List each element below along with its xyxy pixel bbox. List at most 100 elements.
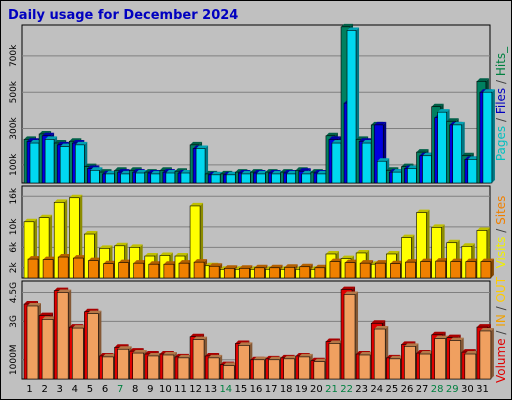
- bar-out: [449, 340, 462, 380]
- bar-hits-top: [341, 23, 354, 27]
- bar-sites-top: [103, 260, 117, 264]
- bar-visits-top: [190, 202, 204, 206]
- bar-volume-top: [476, 324, 491, 328]
- bar-out: [132, 352, 144, 380]
- x-tick-label: 10: [159, 384, 172, 395]
- bar-pages: [150, 173, 161, 184]
- bar-sites-side: [490, 258, 494, 278]
- bar-pages: [59, 146, 70, 184]
- bar-sites: [193, 261, 205, 279]
- bar-pages: [120, 173, 130, 184]
- bar-out-side: [490, 327, 494, 379]
- bar-visits-top: [114, 242, 128, 246]
- bar-sites-top: [299, 263, 313, 267]
- bar-pages: [346, 30, 357, 184]
- bar-pages: [44, 139, 55, 184]
- bar-pages-top: [75, 141, 88, 145]
- bar-out-top: [479, 327, 494, 331]
- x-tick-label: 30: [461, 384, 474, 395]
- y-tick-label: 100k: [9, 153, 19, 176]
- bar-volume-top: [371, 320, 386, 324]
- bar-sites: [420, 261, 431, 279]
- bar-visits-top: [84, 231, 98, 235]
- x-tick-label: 14: [219, 384, 232, 395]
- bar-sites-top: [118, 259, 132, 263]
- bar-volume-top: [190, 333, 205, 337]
- bar-visits-top: [69, 194, 83, 198]
- bar-out-top: [238, 342, 253, 346]
- bar-sites-top: [435, 258, 449, 262]
- y-tick-label: 2k: [9, 262, 19, 274]
- bar-out: [238, 345, 250, 380]
- bar-out: [343, 294, 356, 380]
- bar-pages: [467, 159, 478, 184]
- legend-part: OUT: [494, 276, 508, 302]
- bar-visits-top: [461, 243, 475, 247]
- x-tick-label: 23: [355, 384, 368, 395]
- bar-sites-top: [73, 255, 87, 259]
- bar-out-top: [72, 325, 87, 329]
- bar-pages: [29, 142, 40, 184]
- bar-out-top: [162, 351, 177, 355]
- bars-hits-files-pages: [23, 23, 495, 184]
- bar-sites: [223, 267, 235, 279]
- bar-out-top: [193, 336, 208, 340]
- bar-sites-top: [269, 264, 283, 268]
- bar-out: [373, 328, 386, 380]
- bar-files-top: [328, 136, 341, 140]
- x-tick-label: 31: [476, 384, 489, 395]
- x-tick-label: 15: [235, 384, 248, 395]
- x-tick-label: 16: [250, 384, 263, 395]
- legend-part: Visits: [494, 237, 508, 269]
- bar-hits-top: [446, 118, 459, 122]
- bar-out-top: [328, 340, 343, 344]
- bar-pages: [210, 174, 221, 184]
- y-tick-label: 500k: [9, 80, 19, 103]
- bar-pages: [376, 160, 387, 184]
- bar-sites-top: [148, 261, 162, 265]
- x-tick-label: 21: [325, 384, 338, 395]
- bar-visits-top: [401, 234, 415, 238]
- bar-out-top: [389, 355, 404, 359]
- x-tick-label: 28: [431, 384, 444, 395]
- bar-sites-top: [450, 258, 464, 262]
- bar-volume-top: [431, 331, 446, 335]
- y-tick-label: 16k: [9, 187, 19, 204]
- bar-visits-top: [144, 253, 158, 257]
- bar-out: [147, 355, 160, 380]
- series-legend-label: Volume / IN / OUT: [494, 276, 508, 383]
- bar-out-top: [177, 354, 192, 358]
- chart-title: Daily usage for December 2024: [8, 8, 238, 23]
- x-tick-label: 1: [26, 384, 32, 395]
- bar-pages: [286, 173, 296, 184]
- x-tick-label: 11: [174, 384, 187, 395]
- legend-part: Volume: [494, 338, 508, 383]
- bar-out-top: [42, 316, 57, 320]
- bar-sites: [57, 256, 69, 279]
- bar-sites: [208, 265, 220, 279]
- bar-sites: [103, 263, 114, 279]
- bar-visits-top: [386, 250, 400, 254]
- bar-sites: [480, 261, 492, 279]
- bar-sites: [254, 267, 265, 279]
- bar-pages: [316, 173, 327, 184]
- bar-sites: [374, 262, 386, 279]
- bar-pages: [241, 173, 251, 184]
- bar-visits-top: [431, 224, 445, 228]
- bar-visits-top: [341, 255, 355, 259]
- y-tick-label: 6k: [9, 241, 19, 253]
- bar-sites: [148, 263, 160, 279]
- x-tick-label: 25: [386, 384, 399, 395]
- x-tick-label: 17: [265, 384, 278, 395]
- bar-sites-top: [345, 259, 359, 263]
- x-tick-label: 27: [416, 384, 429, 395]
- bar-out: [313, 361, 326, 380]
- bar-out-top: [102, 353, 117, 357]
- bar-sites: [314, 267, 326, 279]
- bar-pages: [361, 142, 372, 184]
- bar-sites: [390, 263, 401, 279]
- bar-pages-top: [196, 145, 209, 149]
- bar-sites-top: [375, 260, 389, 264]
